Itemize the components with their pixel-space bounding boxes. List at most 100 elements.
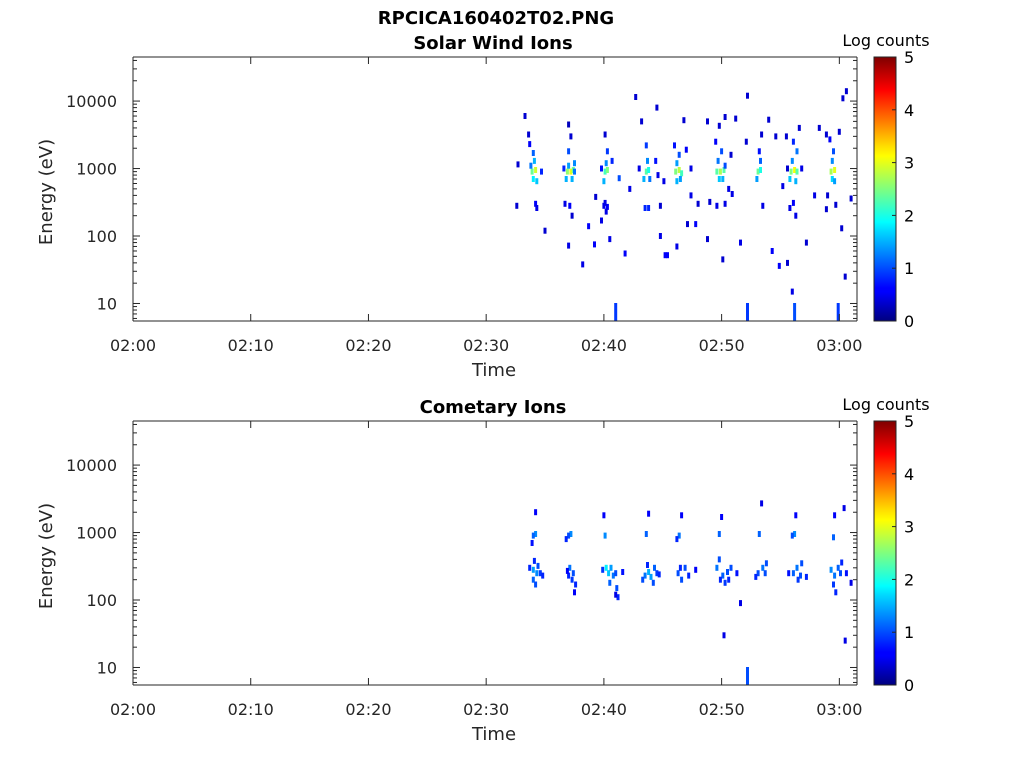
heatmap-cell [675,536,679,543]
heatmap-cell [527,131,531,138]
heatmap-cell [515,202,519,209]
colorbar-gradient [873,420,897,686]
heatmap-cell [614,570,618,577]
y-tick-label: 1000 [76,524,117,543]
heatmap-cell [611,572,615,579]
heatmap-cell [516,161,520,168]
heatmap-cell [532,557,536,564]
heatmap-cell [567,162,571,169]
heatmap-cell [715,168,719,175]
heatmap-cell [760,131,764,138]
heatmap-cell [607,570,611,577]
heatmap-cell [605,148,609,155]
heatmap-cell [640,118,644,125]
heatmap-cell [786,165,789,172]
heatmap-cell [786,259,789,266]
heatmap-cell [722,167,726,173]
heatmap-cell [662,178,666,185]
heatmap-cell [788,205,792,211]
y-tick-label: 10 [97,658,117,677]
heatmap-cell [605,167,609,173]
heatmap-cell [830,157,834,164]
heatmap-cell [534,200,538,207]
heatmap-cell [781,183,785,190]
heatmap-cell [530,540,534,546]
heatmap-cell [538,570,542,577]
heatmap-cell [730,191,734,197]
heatmap-cell [655,570,659,577]
heatmap-cell [824,131,828,138]
heatmap-cell [644,168,648,175]
x-tick-label: 03:00 [816,336,862,355]
heatmap-cell [675,243,679,250]
heatmap-cell [573,168,576,175]
heatmap-cell [715,564,719,571]
heatmap-cell [836,564,840,571]
plot-area [133,421,857,685]
heatmap-cell [680,576,684,583]
heatmap-cell [833,167,837,173]
heatmap-cell [534,167,538,173]
heatmap-cell [813,192,817,199]
heatmap-cell [608,579,612,586]
heatmap-cell [696,200,700,207]
heatmap-cell [834,201,838,208]
colorbar-tick-label: 2 [904,206,914,225]
x-tick-label: 02:00 [110,700,156,719]
heatmap-cell [614,303,618,321]
heatmap-cell [793,531,797,537]
heatmap-cell [531,566,535,573]
heatmap-cell [767,116,771,123]
heatmap-cell [723,114,727,120]
heatmap-cell [797,124,801,131]
heatmap-cell [799,572,802,579]
heatmap-cell [840,559,844,566]
figure-filename-title: RPCICA160402T02.PNG [378,8,614,29]
heatmap-cell [529,162,533,169]
heatmap-cell [628,185,632,192]
heatmap-cell [800,165,804,172]
heatmap-cell [658,233,662,239]
heatmap-cell [528,141,532,148]
x-tick-label: 03:00 [816,700,862,719]
heatmap-cell [829,566,833,573]
colorbar-tick-label: 4 [904,465,914,484]
heatmap-cell [689,165,693,172]
heatmap-cell [677,167,681,173]
heatmap-cells [515,88,853,321]
heatmap-cell [723,579,727,586]
heatmap-cell [531,176,535,182]
heatmap-cell [828,136,832,143]
heatmap-cell [726,569,729,575]
heatmap-cell [609,564,613,571]
heatmap-cell [714,138,718,145]
heatmap-cell [759,167,762,173]
colorbar-label: Log counts [842,31,929,50]
heatmap-cell [531,532,535,539]
heatmap-cell [774,133,778,140]
heatmap-cell [832,534,835,541]
heatmap-cells [528,500,853,685]
heatmap-cell [717,176,721,182]
heatmap-cell [694,566,698,573]
heatmap-cell [763,570,767,577]
heatmap-cell [757,531,761,537]
heatmap-cell [541,572,545,579]
colorbar-tick-label: 3 [904,518,914,537]
heatmap-cell [569,168,573,175]
heatmap-cell [833,572,837,579]
heatmap-cell [540,168,543,175]
heatmap-cell [723,200,727,207]
heatmap-cell [600,165,603,172]
heatmap-cell [587,223,591,230]
colorbar-tick-label: 1 [904,623,914,642]
heatmap-cell [795,148,799,155]
heatmap-cell [833,512,837,519]
heatmap-cell [759,157,762,164]
heatmap-cell [721,256,725,263]
heatmap-cell [686,221,689,228]
heatmap-cell [800,560,804,567]
heatmap-cell [676,570,680,577]
heatmap-cell [836,303,840,321]
heatmap-cell [794,512,798,519]
